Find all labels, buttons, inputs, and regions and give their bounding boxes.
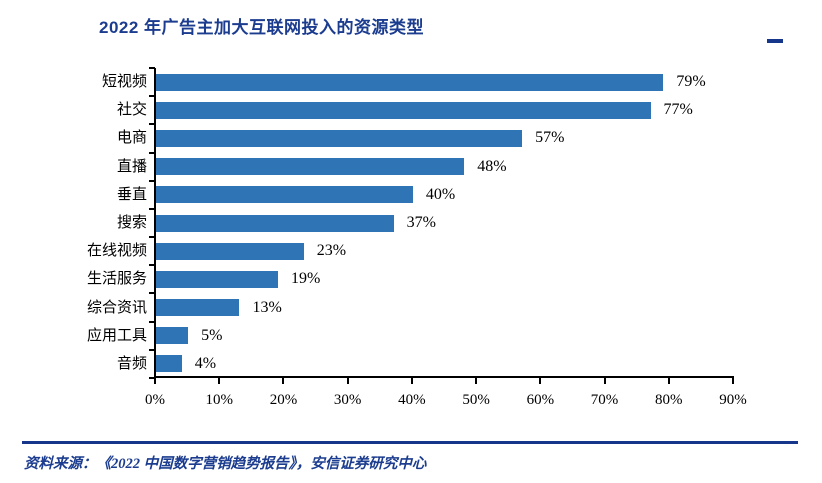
bar <box>156 270 279 288</box>
value-label: 77% <box>663 101 693 119</box>
bar <box>156 186 413 204</box>
category-label: 短视频 <box>101 74 147 91</box>
x-axis-tick <box>667 378 670 384</box>
x-axis-tick-label: 30% <box>333 392 362 408</box>
y-axis-tick <box>149 292 155 295</box>
x-axis-tick-label: 20% <box>269 392 298 408</box>
category-label: 垂直 <box>116 186 147 203</box>
category-label: 社交 <box>116 102 147 119</box>
x-axis-tick-label: 60% <box>526 392 555 408</box>
y-axis-tick <box>149 151 155 154</box>
bar <box>156 327 189 345</box>
value-label: 19% <box>291 270 321 288</box>
plot-area <box>154 68 734 378</box>
x-axis-tick <box>539 378 542 384</box>
x-axis-tick <box>282 378 285 384</box>
chart-title: 2022 年广告主加大互联网投入的资源类型 <box>99 18 425 37</box>
x-axis-tick-label: 10% <box>205 392 233 408</box>
y-axis-tick <box>149 95 155 98</box>
category-label: 应用工具 <box>86 327 147 344</box>
y-axis-tick <box>149 67 155 69</box>
y-axis-tick <box>149 236 155 239</box>
x-axis-tick <box>410 378 413 384</box>
bar <box>156 242 304 260</box>
header-dash-decoration <box>767 39 783 43</box>
bar <box>156 214 394 232</box>
category-label: 综合资讯 <box>86 299 147 316</box>
x-axis-tick-label: 50% <box>462 392 490 408</box>
footer-divider <box>22 441 798 444</box>
value-label: 4% <box>194 354 217 372</box>
value-label: 13% <box>252 298 282 316</box>
x-axis-tick-label: 80% <box>655 392 683 408</box>
y-axis-tick <box>149 320 155 323</box>
bar <box>156 355 182 373</box>
x-axis-tick <box>154 378 156 384</box>
value-label: 5% <box>201 326 223 344</box>
x-axis-tick-label: 0% <box>145 392 165 408</box>
y-axis-tick <box>149 377 155 379</box>
value-label: 57% <box>535 129 565 147</box>
bar <box>156 299 240 317</box>
y-axis-tick <box>149 207 155 210</box>
value-label: 48% <box>477 157 507 175</box>
value-label: 37% <box>406 214 436 231</box>
category-label: 搜索 <box>116 215 147 231</box>
value-label: 40% <box>425 185 456 203</box>
bar <box>156 158 465 176</box>
category-label: 生活服务 <box>86 271 147 288</box>
y-axis-tick <box>149 179 155 182</box>
x-axis-tick <box>603 378 606 384</box>
y-axis-tick <box>149 123 155 126</box>
x-axis-tick-label: 40% <box>398 392 426 408</box>
x-axis-tick <box>346 378 349 384</box>
x-axis-tick-label: 90% <box>719 392 747 408</box>
category-label: 直播 <box>116 158 147 175</box>
bar <box>156 101 651 119</box>
x-axis-tick <box>475 378 478 384</box>
x-axis-tick-label: 70% <box>590 392 619 408</box>
source-note: 资料来源：《2022 中国数字营销趋势报告》，安信证券研究中心 <box>24 456 427 472</box>
category-label: 电商 <box>116 130 147 147</box>
bar <box>156 129 523 147</box>
x-axis-tick <box>732 378 734 384</box>
category-label: 在线视频 <box>86 243 147 260</box>
x-axis-tick <box>218 378 221 384</box>
y-axis-tick <box>149 264 155 267</box>
y-axis-tick <box>149 348 155 351</box>
bar-chart: 短视频 79% 社交 77% 电商 57% 直播 48% 垂直 40% 搜索 37% 在线视频 23% 生活… <box>86 67 747 408</box>
value-label: 79% <box>676 73 706 91</box>
bar <box>156 73 664 91</box>
category-label: 音频 <box>116 355 147 372</box>
value-label: 23% <box>316 242 347 260</box>
